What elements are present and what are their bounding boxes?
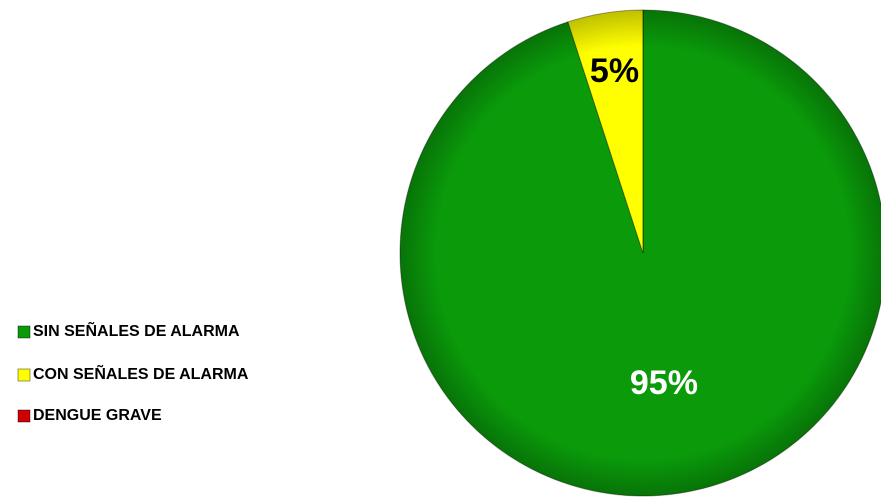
data-label: 5% <box>590 52 639 90</box>
data-label: 95% <box>630 364 698 402</box>
legend-swatch <box>17 325 31 339</box>
legend-swatch <box>17 368 31 382</box>
legend-swatch <box>17 409 31 423</box>
legend-label: CON SEÑALES DE ALARMA <box>33 363 249 383</box>
legend-label: SIN SEÑALES DE ALARMA <box>33 320 240 340</box>
legend-label: DENGUE GRAVE <box>33 407 162 424</box>
